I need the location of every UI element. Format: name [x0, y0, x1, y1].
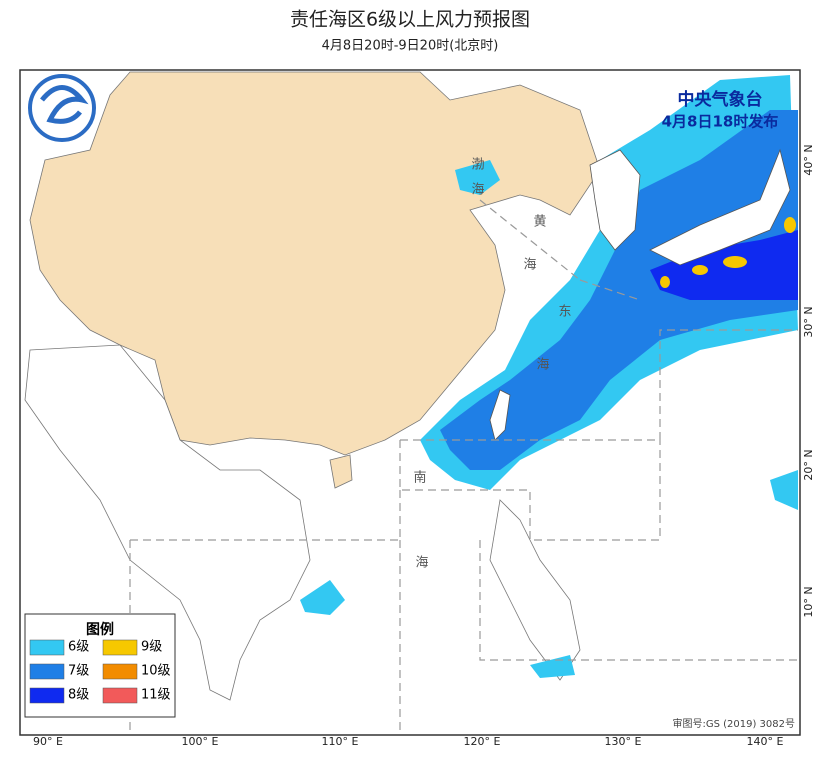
wind-6 — [530, 655, 575, 678]
legend-label: 7级 — [68, 664, 89, 679]
sea-label: 南 — [413, 470, 426, 486]
subtitle: 4月8日20时-9日20时(北京时) — [322, 39, 499, 54]
longitude-label: 120° E — [464, 735, 501, 748]
legend-label: 8级 — [68, 688, 89, 703]
sea-label: 海 — [523, 258, 536, 273]
longitude-labels: 90° E 100° E 110° E 120° E 130° E 140° E — [33, 735, 783, 748]
latitude-label: 10° N — [802, 586, 815, 617]
map — [19, 69, 801, 736]
legend-label: 11级 — [141, 688, 171, 703]
longitude-label: 100° E — [182, 735, 219, 748]
legend-label: 6级 — [68, 640, 89, 655]
legend-label: 10级 — [141, 664, 171, 679]
legend-items: 6级 7级 8级 9级 10级 11级 — [29, 639, 171, 704]
wind-6 — [770, 470, 798, 510]
sea-label: 海 — [415, 556, 428, 571]
wind-9 — [692, 265, 708, 275]
sea-labels: 渤 海 黄 海 东 海 南 海 — [413, 157, 571, 571]
approval-number: 审图号:GS (2019) 3082号 — [672, 717, 795, 730]
wind-9 — [784, 217, 796, 233]
wind-9 — [660, 276, 670, 288]
sea-label: 海 — [536, 358, 549, 373]
japan — [649, 148, 791, 266]
wind-6 — [455, 160, 500, 195]
sea-label: 海 — [471, 183, 484, 198]
wind-6 — [300, 580, 345, 615]
title: 责任海区6级以上风力预报图 — [290, 9, 530, 31]
issuer-time: 4月8日18时发布 — [662, 113, 779, 131]
sea-label: 黄 — [533, 215, 546, 230]
korea — [589, 149, 641, 251]
legend-swatch — [29, 687, 65, 704]
legend-swatch — [29, 663, 65, 680]
wind-8 — [650, 230, 798, 300]
boundary-line — [129, 199, 798, 735]
latitude-label: 20° N — [802, 449, 815, 480]
legend: 图例 6级 7级 8级 9级 10级 11级 — [24, 613, 176, 718]
logo — [28, 74, 96, 142]
longitude-label: 90° E — [33, 735, 63, 748]
longitude-label: 110° E — [322, 735, 359, 748]
sea-label: 渤 — [471, 157, 484, 173]
legend-swatch — [102, 639, 138, 656]
logo-mark — [40, 85, 89, 124]
legend-swatch — [29, 639, 65, 656]
hainan — [329, 454, 353, 489]
taiwan — [489, 389, 511, 441]
legend-label: 9级 — [141, 640, 162, 655]
sea-label: 东 — [558, 305, 571, 320]
longitude-label: 130° E — [605, 735, 642, 748]
latitude-label: 40° N — [802, 144, 815, 175]
longitude-label: 140° E — [747, 735, 784, 748]
china-land — [29, 71, 601, 456]
latitude-label: 30° N — [802, 306, 815, 337]
wind-7 — [440, 110, 798, 470]
indochina — [24, 344, 311, 701]
legend-swatch — [102, 663, 138, 680]
issuer-name: 中央气象台 — [678, 89, 763, 110]
latitude-labels: 40° N 30° N 20° N 10° N — [802, 144, 815, 617]
legend-title: 图例 — [86, 621, 114, 638]
legend-swatch — [102, 687, 138, 704]
wind-9 — [723, 256, 747, 268]
